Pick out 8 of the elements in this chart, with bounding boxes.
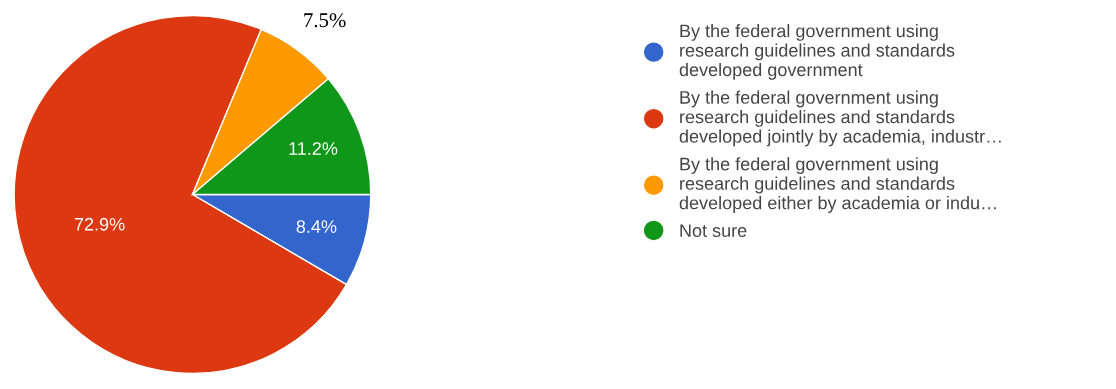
legend-label: By the federal government using research guidelines and standards developed jointly by academia, industr…	[679, 90, 1001, 147]
data-label: 72.9%	[74, 217, 125, 231]
legend-label: Not sure	[680, 224, 747, 237]
data-label: 7.5%	[304, 13, 346, 28]
legend-label: By the federal government using research guidelines and standards developed either by academia or indu…	[679, 157, 996, 213]
data-label: 8.4%	[296, 220, 337, 233]
data-label: 11.2%	[289, 142, 338, 155]
legend-label: By the federal government using research guidelines and standards developed government	[679, 24, 955, 80]
